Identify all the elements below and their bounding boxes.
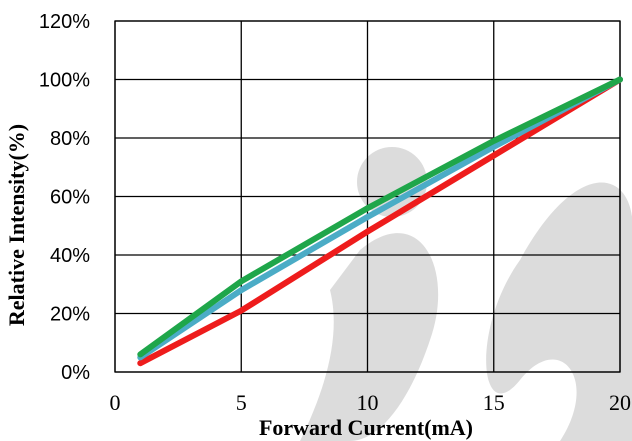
y-tick-label: 20% bbox=[50, 304, 90, 326]
series-line-1 bbox=[137, 76, 623, 367]
y-tick-label: 100% bbox=[39, 70, 90, 92]
y-axis-title: Relative Intensity(%) bbox=[4, 124, 29, 326]
y-tick-label: 0% bbox=[61, 362, 90, 384]
y-tick-label: 120% bbox=[39, 11, 90, 33]
x-tick-label: 0 bbox=[110, 390, 121, 415]
grid-lines bbox=[114, 20, 621, 373]
x-tick-label: 5 bbox=[236, 390, 247, 415]
series-line-3 bbox=[137, 76, 623, 358]
x-tick-labels: 0 5 10 15 20 bbox=[110, 390, 632, 415]
x-tick-label: 10 bbox=[357, 390, 379, 415]
x-axis-title: Forward Current(mA) bbox=[259, 415, 473, 440]
y-tick-labels: 0% 20% 40% 60% 80% 100% 120% bbox=[39, 11, 90, 384]
series-layer bbox=[137, 76, 623, 367]
x-tick-label: 20 bbox=[609, 390, 631, 415]
watermark bbox=[300, 147, 632, 441]
y-tick-label: 60% bbox=[50, 187, 90, 209]
x-tick-label: 15 bbox=[483, 390, 505, 415]
y-tick-label: 80% bbox=[50, 128, 90, 150]
series-line-2 bbox=[137, 76, 623, 361]
y-tick-label: 40% bbox=[50, 245, 90, 267]
